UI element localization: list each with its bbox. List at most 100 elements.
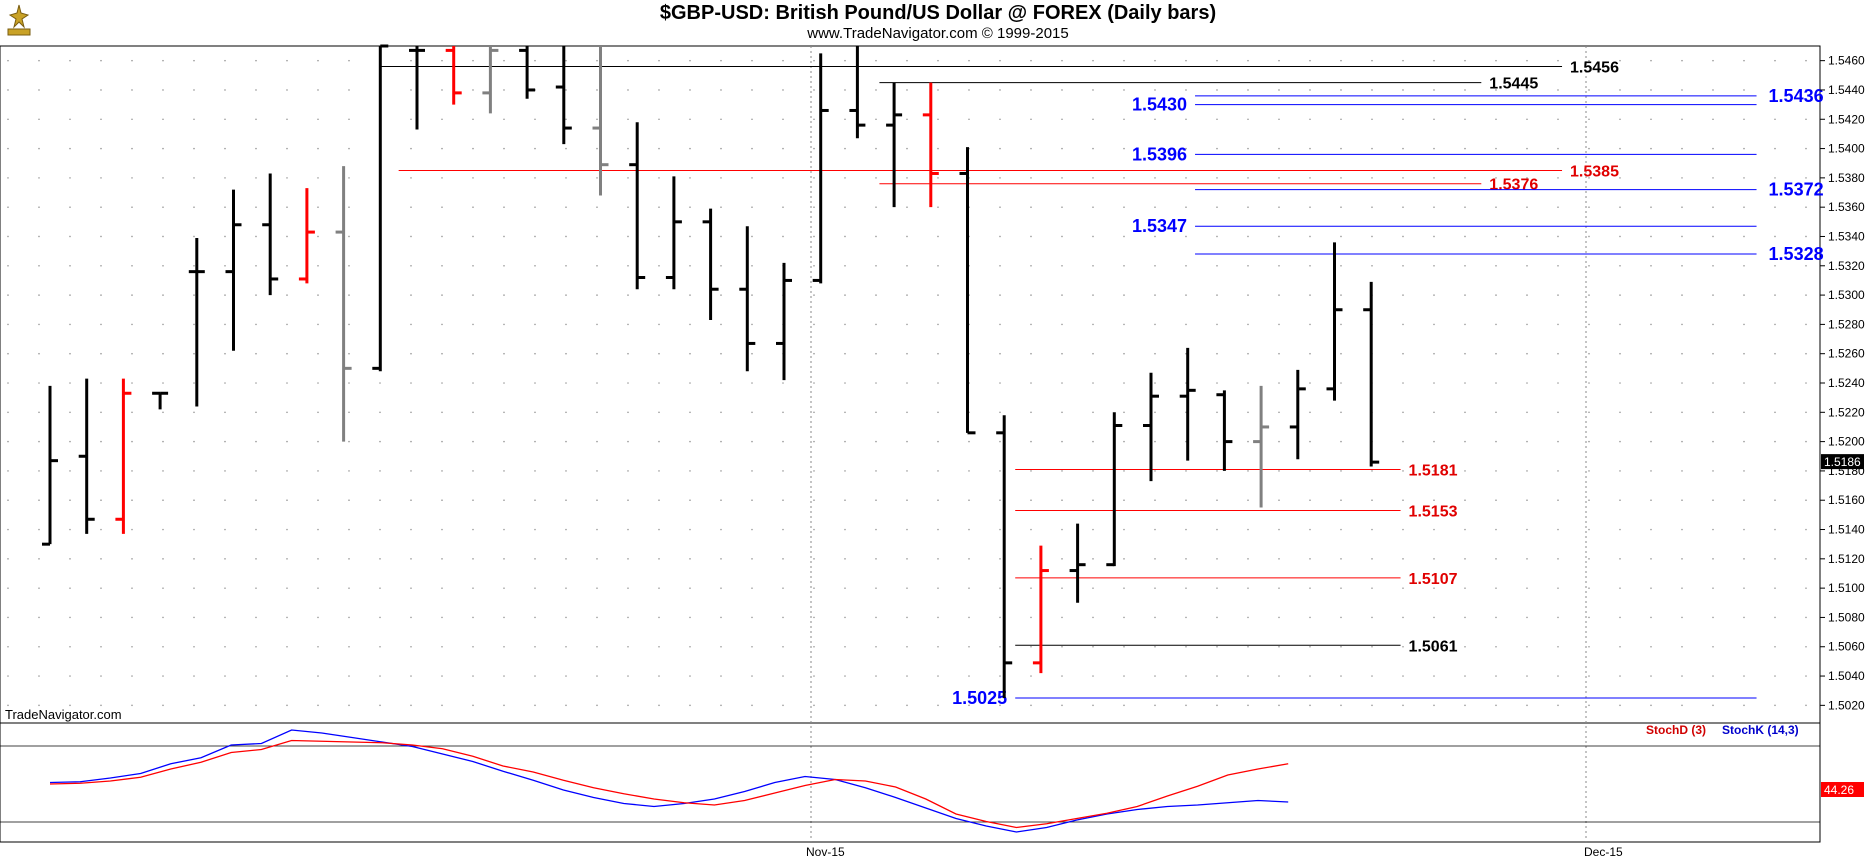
grid-dot	[658, 411, 660, 414]
grid-dot	[1030, 352, 1032, 355]
ohlc-bar	[739, 226, 756, 372]
grid-dot	[1123, 206, 1125, 208]
grid-dot	[1092, 382, 1094, 384]
grid-dot	[1185, 147, 1187, 150]
grid-dot	[1278, 440, 1280, 443]
grid-dot	[286, 587, 288, 589]
grid-dot	[658, 177, 660, 179]
grid-dot	[1278, 704, 1280, 707]
ohlc-bar	[225, 189, 242, 351]
grid-dot	[1216, 206, 1218, 208]
grid-dot	[906, 206, 908, 208]
grid-dot	[1278, 59, 1280, 62]
grid-dot	[844, 147, 846, 150]
grid-dot	[844, 352, 846, 355]
grid-dot	[813, 470, 815, 472]
grid-dot	[1154, 177, 1156, 179]
grid-dot	[720, 411, 722, 414]
grid-dot	[472, 352, 474, 355]
ohlc-bar	[886, 82, 903, 208]
grid-dot	[1061, 528, 1063, 531]
grid-dot	[503, 294, 505, 296]
grid-dot	[1061, 411, 1063, 414]
grid-dot	[1402, 499, 1404, 502]
grid-dot	[596, 616, 598, 619]
grid-dot	[565, 704, 567, 707]
ohlc-bar	[812, 53, 829, 284]
grid-dot	[1805, 59, 1807, 62]
grid-dot	[1526, 264, 1528, 267]
grid-dot	[565, 675, 567, 677]
grid-dot	[1092, 352, 1094, 355]
grid-dot	[441, 235, 443, 238]
grid-dot	[968, 440, 970, 443]
grid-dot	[7, 323, 9, 326]
grid-dot	[813, 411, 815, 414]
grid-dot	[286, 59, 288, 62]
grid-dot	[1619, 528, 1621, 531]
grid-dot	[1495, 440, 1497, 443]
grid-dot	[193, 59, 195, 62]
grid-dot	[875, 177, 877, 179]
grid-dot	[1247, 147, 1249, 150]
grid-dot	[1154, 235, 1156, 238]
grid-dot	[596, 147, 598, 150]
grid-dot	[441, 616, 443, 619]
grid-dot	[1216, 499, 1218, 502]
grid-dot	[1526, 616, 1528, 619]
grid-dot	[1061, 558, 1063, 560]
grid-dot	[7, 382, 9, 384]
grid-dot	[1371, 264, 1373, 267]
grid-dot	[1526, 352, 1528, 355]
y-tick-label: 1.5280	[1828, 317, 1865, 331]
grid-dot	[69, 675, 71, 677]
grid-dot	[69, 323, 71, 326]
grid-dot	[751, 177, 753, 179]
grid-dot	[255, 323, 257, 326]
grid-dot	[1588, 645, 1590, 648]
grid-dot	[1030, 558, 1032, 560]
grid-dot	[1681, 206, 1683, 208]
grid-dot	[1309, 499, 1311, 502]
grid-dot	[1092, 499, 1094, 502]
grid-dot	[782, 382, 784, 384]
grid-dot	[317, 323, 319, 326]
grid-dot	[503, 264, 505, 267]
grid-dot	[38, 587, 40, 589]
grid-dot	[1123, 59, 1125, 62]
grid-dot	[1526, 528, 1528, 531]
grid-dot	[875, 323, 877, 326]
grid-dot	[224, 499, 226, 502]
grid-dot	[1185, 294, 1187, 296]
grid-dot	[627, 382, 629, 384]
grid-dot	[69, 411, 71, 414]
grid-dot	[1402, 323, 1404, 326]
grid-dot	[1340, 411, 1342, 414]
grid-dot	[1340, 118, 1342, 121]
grid-dot	[503, 499, 505, 502]
grid-dot	[937, 470, 939, 472]
y-tick-label: 1.5160	[1828, 493, 1865, 507]
grid-dot	[1340, 382, 1342, 384]
grid-dot	[565, 440, 567, 443]
grid-dot	[1650, 587, 1652, 589]
grid-dot	[534, 118, 536, 121]
grid-dot	[1216, 587, 1218, 589]
grid-dot	[38, 59, 40, 62]
ohlc-bar	[1032, 545, 1049, 674]
grid-dot	[1371, 499, 1373, 502]
grid-dot	[1123, 411, 1125, 414]
grid-dot	[844, 470, 846, 472]
grid-dot	[503, 59, 505, 62]
grid-dot	[1433, 558, 1435, 560]
grid-dot	[1340, 235, 1342, 238]
grid-dot	[1557, 558, 1559, 560]
grid-dot	[131, 235, 133, 238]
grid-dot	[1278, 558, 1280, 560]
ohlc-bar	[702, 208, 719, 320]
grid-dot	[503, 89, 505, 91]
grid-dot	[937, 411, 939, 414]
grid-dot	[38, 440, 40, 443]
watermark: TradeNavigator.com	[5, 707, 122, 722]
grid-dot	[1681, 704, 1683, 707]
